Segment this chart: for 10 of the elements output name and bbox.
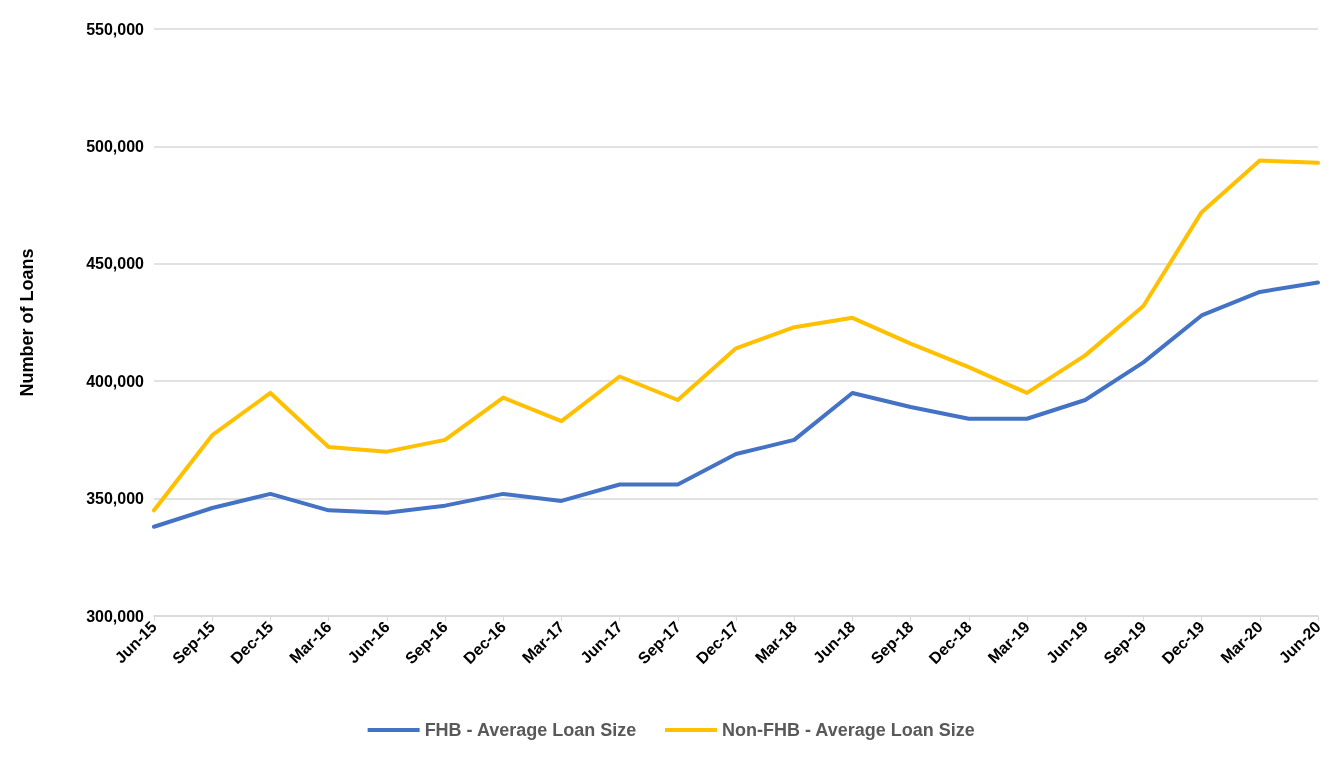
y-tick-label: 450,000 [86,255,145,273]
line-series [152,158,1320,513]
legend-label: FHB - Average Loan Size [424,720,637,740]
y-tick-label: 400,000 [86,372,145,390]
y-tick-label: 550,000 [86,20,145,38]
legend-label: Non-FHB - Average Loan Size [722,720,975,740]
y-tick-label: 350,000 [86,490,145,508]
y-axis-title: Number of Loans [17,248,37,397]
y-tick-label: 500,000 [86,137,145,155]
line-series [152,280,1320,529]
